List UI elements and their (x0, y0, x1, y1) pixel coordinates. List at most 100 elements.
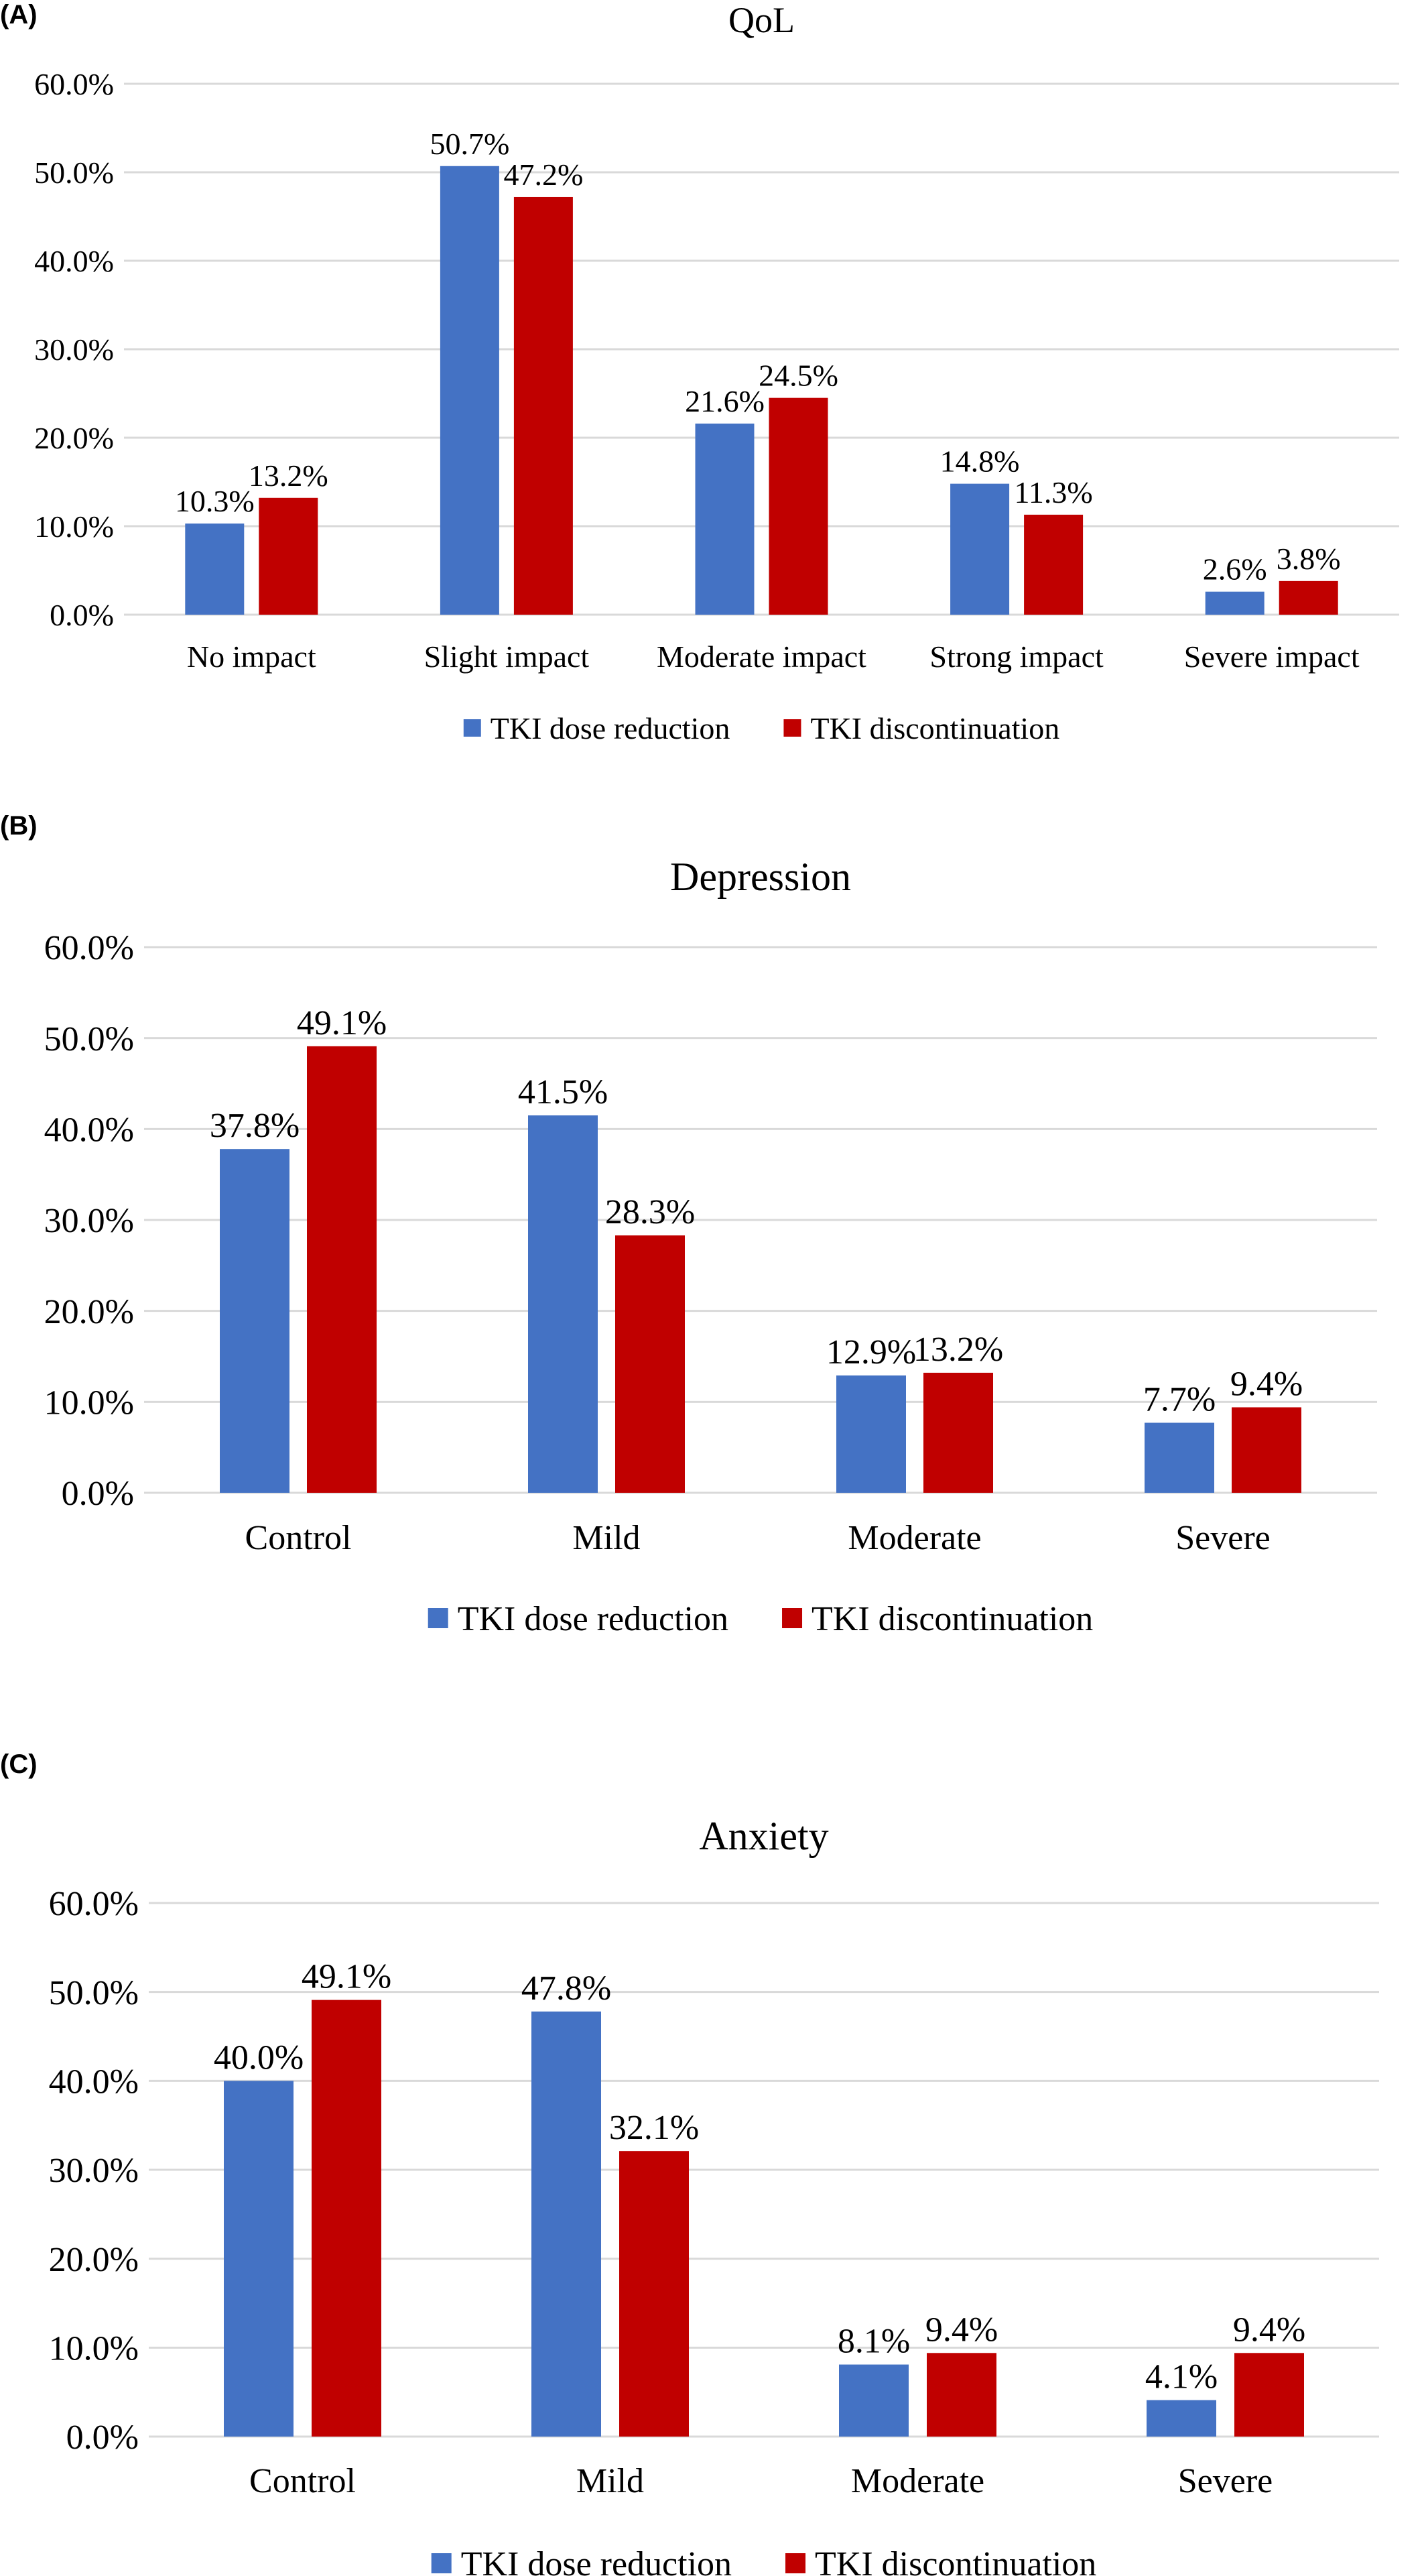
x-category-label: Strong impact (929, 639, 1104, 674)
bar (615, 1235, 685, 1493)
bar (619, 2151, 689, 2437)
bar (923, 1372, 993, 1493)
x-category-label: Control (245, 1519, 352, 1557)
legend-swatch (785, 2553, 806, 2573)
y-tick-label: 40.0% (34, 244, 114, 278)
data-label: 12.9% (826, 1333, 916, 1371)
data-label: 3.8% (1277, 542, 1341, 576)
data-label: 7.7% (1143, 1381, 1216, 1419)
data-label: 11.3% (1015, 475, 1093, 509)
panel-label: (A) (0, 0, 38, 29)
chart-title: Depression (670, 855, 851, 899)
bar (769, 397, 828, 615)
y-tick-label: 60.0% (49, 1885, 139, 1923)
data-label: 14.8% (940, 444, 1020, 479)
qol-bar-chart: QoL 0.0% 10.0% 20.0% 30.0% 40.0% 50.0% 60.0% 10.… (34, 0, 1399, 745)
y-tick-label: 0.0% (50, 598, 114, 632)
legend-swatch (428, 1608, 448, 1628)
bar (224, 2081, 294, 2437)
y-tick-label: 10.0% (34, 509, 114, 544)
chart-panel-qol: (A) QoL 0.0% 10.0% 20.0% 30.0% 40.0% 50.0% 60.0… (0, 0, 1426, 811)
bar (440, 166, 499, 615)
bar (1024, 514, 1084, 615)
bar (839, 2364, 909, 2437)
data-label: 9.4% (925, 2311, 998, 2349)
x-category-label: Moderate impact (657, 639, 866, 674)
y-tick-label: 60.0% (44, 929, 134, 967)
data-label: 9.4% (1230, 1365, 1303, 1403)
x-category-label: Moderate (851, 2462, 984, 2500)
bar (259, 497, 318, 615)
data-label: 49.1% (297, 1004, 387, 1042)
data-label: 13.2% (249, 458, 328, 493)
legend-label: TKI discontinuation (810, 711, 1059, 745)
depression-bar-chart: Depression 0.0% 10.0% 20.0% 30.0% 40.0% 50.0% 6… (44, 855, 1377, 1638)
bar (307, 1046, 377, 1493)
data-label: 24.5% (759, 359, 838, 393)
y-tick-label: 20.0% (34, 421, 114, 455)
anxiety-bar-chart: Anxiety 0.0% 10.0% 20.0% 30.0% 40.0% 50.0% 60.0… (49, 1814, 1379, 2576)
x-category-label: Control (249, 2462, 356, 2500)
chart-title: QoL (728, 0, 795, 40)
bar (220, 1149, 289, 1493)
data-label: 4.1% (1145, 2358, 1218, 2396)
bar (950, 483, 1010, 615)
y-tick-label: 40.0% (49, 2063, 139, 2101)
legend-label: TKI dose reduction (491, 711, 730, 745)
x-category-label: Mild (576, 2462, 644, 2500)
legend-swatch (431, 2553, 452, 2573)
panel-label: (C) (0, 1750, 38, 1779)
x-category-label: Slight impact (424, 639, 590, 674)
legend-label: TKI dose reduction (461, 2545, 732, 2576)
data-label: 37.8% (210, 1107, 300, 1145)
y-tick-label: 30.0% (49, 2152, 139, 2190)
y-tick-label: 0.0% (66, 2418, 139, 2457)
y-tick-label: 0.0% (62, 1475, 134, 1513)
y-tick-label: 40.0% (44, 1111, 134, 1150)
data-label: 13.2% (913, 1331, 1003, 1369)
data-label: 21.6% (685, 384, 765, 418)
data-label: 47.8% (521, 1969, 611, 2008)
x-category-label: Severe (1175, 1519, 1270, 1557)
data-label: 50.7% (430, 127, 509, 161)
legend-swatch (463, 719, 481, 737)
x-category-label: Moderate (848, 1519, 981, 1557)
bar (1279, 580, 1338, 615)
bar (1145, 1422, 1214, 1493)
y-tick-label: 10.0% (49, 2330, 139, 2368)
data-label: 47.2% (503, 158, 583, 192)
panel-label: (B) (0, 811, 38, 841)
chart-title: Anxiety (699, 1814, 828, 1858)
y-tick-label: 30.0% (34, 332, 114, 367)
data-label: 9.4% (1233, 2311, 1305, 2349)
y-tick-label: 60.0% (34, 67, 114, 101)
bar (531, 2011, 601, 2437)
bar (927, 2353, 996, 2437)
legend-label: TKI discontinuation (812, 1600, 1093, 1638)
bar (185, 524, 245, 615)
data-label: 28.3% (605, 1193, 695, 1231)
bar (836, 1375, 906, 1493)
data-label: 41.5% (518, 1073, 608, 1111)
y-tick-label: 10.0% (44, 1384, 134, 1422)
chart-panel-depression: (B) Depression 0.0% 10.0% 20.0% 30.0% 40.0% 50… (0, 811, 1426, 1750)
data-label: 40.0% (214, 2038, 304, 2077)
y-tick-label: 30.0% (44, 1202, 134, 1240)
x-category-label: Mild (572, 1519, 640, 1557)
bar (1232, 1407, 1301, 1493)
y-tick-label: 50.0% (34, 156, 114, 190)
bar (695, 423, 755, 615)
legend-swatch (782, 1608, 803, 1628)
bar (513, 196, 573, 615)
data-label: 10.3% (175, 484, 255, 518)
y-tick-label: 20.0% (44, 1293, 134, 1331)
y-tick-label: 50.0% (44, 1020, 134, 1058)
bar (1147, 2400, 1216, 2437)
y-tick-label: 50.0% (49, 1974, 139, 2012)
chart-panel-anxiety: (C) Anxiety 0.0% 10.0% 20.0% 30.0% 40.0% 50.0%… (0, 1750, 1426, 2576)
data-label: 8.1% (838, 2323, 910, 2361)
data-label: 32.1% (609, 2109, 699, 2147)
x-category-label: No impact (187, 639, 316, 674)
legend-label: TKI discontinuation (815, 2545, 1096, 2576)
bar (1234, 2353, 1304, 2437)
